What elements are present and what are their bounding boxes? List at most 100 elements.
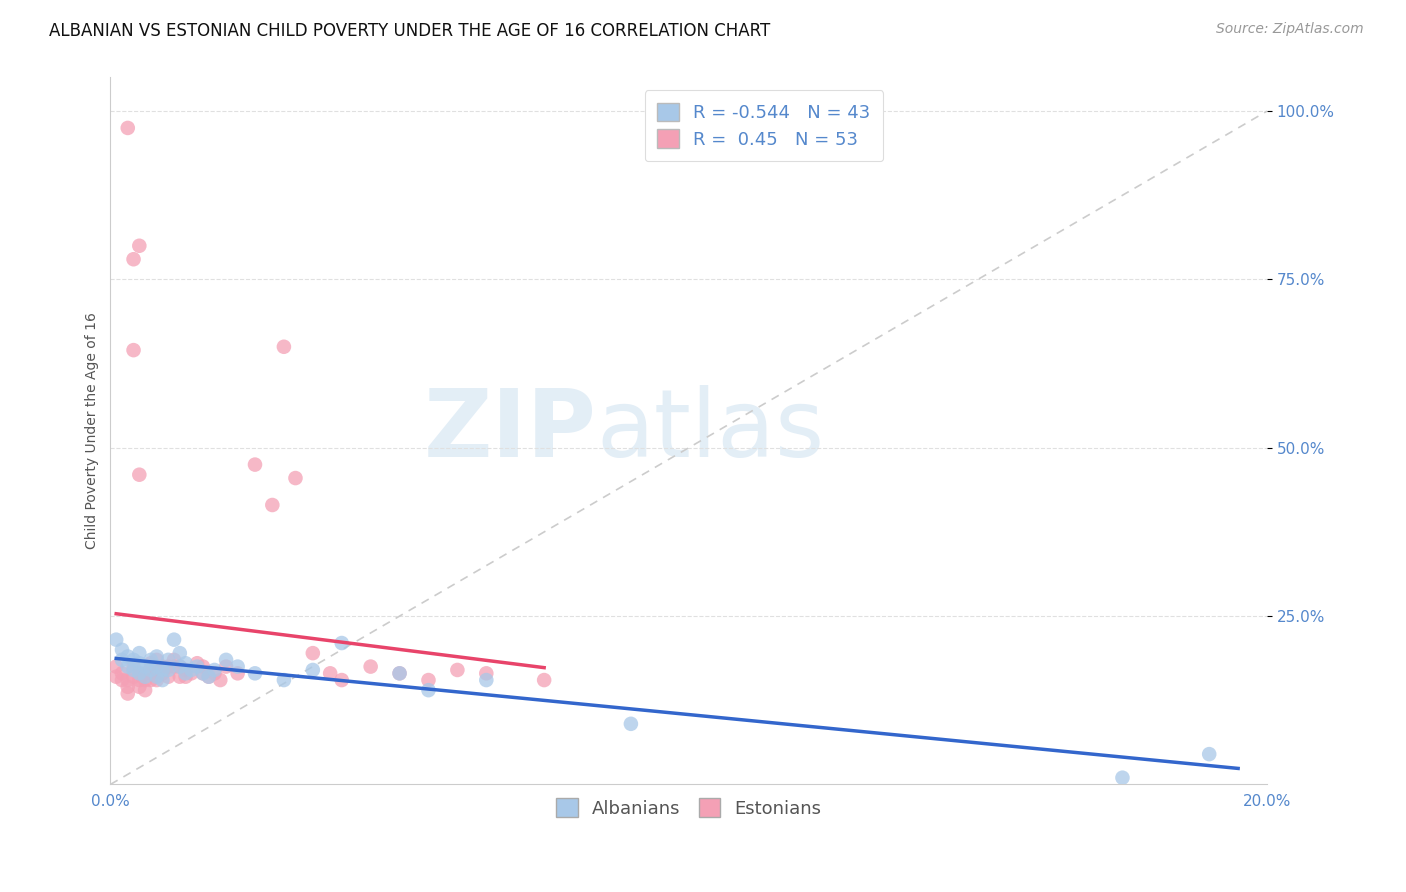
Point: [111, 666, 134, 681]
Point: [152, 659, 174, 673]
Point: [128, 467, 150, 482]
Point: [1111, 771, 1133, 785]
Point: [117, 659, 139, 673]
Point: [145, 659, 167, 673]
Point: [186, 657, 208, 671]
Point: [180, 663, 202, 677]
Point: [145, 670, 167, 684]
Point: [122, 653, 145, 667]
Point: [174, 666, 197, 681]
Point: [152, 666, 174, 681]
Point: [186, 659, 208, 673]
Point: [243, 458, 266, 472]
Point: [197, 670, 219, 684]
Point: [388, 666, 411, 681]
Point: [122, 663, 145, 677]
Point: [139, 653, 162, 667]
Point: [157, 663, 180, 677]
Point: [157, 653, 180, 667]
Point: [330, 673, 353, 687]
Point: [169, 659, 191, 673]
Point: [128, 657, 150, 671]
Y-axis label: Child Poverty Under the Age of 16: Child Poverty Under the Age of 16: [86, 312, 100, 549]
Point: [243, 666, 266, 681]
Point: [117, 687, 139, 701]
Point: [128, 646, 150, 660]
Point: [134, 666, 156, 681]
Point: [446, 663, 468, 677]
Point: [301, 646, 323, 660]
Point: [533, 673, 555, 687]
Point: [122, 670, 145, 684]
Point: [145, 649, 167, 664]
Point: [226, 666, 249, 681]
Point: [169, 659, 191, 673]
Point: [319, 666, 342, 681]
Point: [273, 673, 295, 687]
Point: [284, 471, 307, 485]
Point: [204, 663, 226, 677]
Point: [111, 673, 134, 687]
Point: [117, 673, 139, 687]
Point: [418, 683, 440, 698]
Point: [139, 657, 162, 671]
Point: [105, 659, 128, 673]
Point: [215, 653, 238, 667]
Point: [105, 670, 128, 684]
Point: [117, 649, 139, 664]
Point: [174, 657, 197, 671]
Point: [169, 670, 191, 684]
Text: ALBANIAN VS ESTONIAN CHILD POVERTY UNDER THE AGE OF 16 CORRELATION CHART: ALBANIAN VS ESTONIAN CHILD POVERTY UNDER…: [49, 22, 770, 40]
Point: [174, 670, 197, 684]
Point: [128, 673, 150, 687]
Point: [301, 663, 323, 677]
Point: [134, 683, 156, 698]
Point: [111, 653, 134, 667]
Point: [145, 653, 167, 667]
Point: [139, 673, 162, 687]
Point: [117, 120, 139, 135]
Point: [226, 659, 249, 673]
Point: [157, 659, 180, 673]
Point: [388, 666, 411, 681]
Point: [163, 653, 186, 667]
Point: [620, 716, 643, 731]
Point: [117, 680, 139, 694]
Point: [157, 670, 180, 684]
Point: [209, 673, 232, 687]
Point: [105, 632, 128, 647]
Point: [215, 659, 238, 673]
Point: [139, 666, 162, 681]
Point: [145, 663, 167, 677]
Text: ZIP: ZIP: [423, 385, 596, 477]
Point: [197, 670, 219, 684]
Point: [273, 340, 295, 354]
Point: [122, 252, 145, 267]
Point: [475, 666, 498, 681]
Point: [418, 673, 440, 687]
Point: [1198, 747, 1220, 761]
Point: [139, 663, 162, 677]
Point: [128, 666, 150, 681]
Point: [145, 673, 167, 687]
Legend: Albanians, Estonians: Albanians, Estonians: [548, 791, 828, 825]
Point: [152, 673, 174, 687]
Point: [475, 673, 498, 687]
Point: [191, 666, 214, 681]
Point: [191, 666, 214, 681]
Point: [134, 670, 156, 684]
Point: [128, 239, 150, 253]
Point: [169, 646, 191, 660]
Point: [122, 343, 145, 358]
Point: [204, 666, 226, 681]
Point: [163, 632, 186, 647]
Point: [191, 659, 214, 673]
Point: [180, 666, 202, 681]
Point: [163, 659, 186, 673]
Point: [128, 666, 150, 681]
Text: atlas: atlas: [596, 385, 824, 477]
Point: [330, 636, 353, 650]
Text: Source: ZipAtlas.com: Source: ZipAtlas.com: [1216, 22, 1364, 37]
Point: [152, 663, 174, 677]
Point: [122, 659, 145, 673]
